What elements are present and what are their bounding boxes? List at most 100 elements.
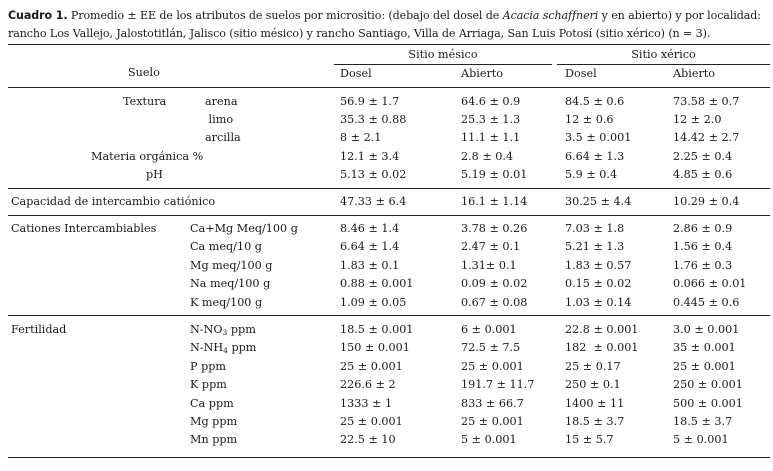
- cell-mesico-abierto: 3.78 ± 0.26: [461, 222, 528, 235]
- cell-mesico-abierto: 25 ± 0.001: [461, 360, 524, 373]
- cell-xerico-dosel: 22.8 ± 0.001: [565, 323, 639, 336]
- section-textura: Textura: [123, 95, 167, 108]
- section-ph: pH: [146, 168, 163, 181]
- row-label: arena: [205, 95, 238, 109]
- rule-after-cic: [8, 215, 770, 216]
- cell-xerico-abierto: 5 ± 0.001: [673, 433, 729, 446]
- row-label-subscript: 4: [223, 346, 228, 355]
- cell-xerico-abierto: 0.066 ± 0.01: [673, 277, 747, 290]
- cell-xerico-dosel: 25 ± 0.17: [565, 360, 621, 373]
- cell-mesico-dosel: 226.6 ± 2: [340, 378, 396, 391]
- row-label: N-NO3 ppm: [190, 323, 256, 337]
- row-label: N-NH4 ppm: [190, 341, 256, 355]
- rule-top: [8, 44, 770, 45]
- header-sitio-xerico: Sitio xérico: [631, 48, 696, 61]
- cell-mesico-abierto: 25.3 ± 1.3: [461, 113, 521, 126]
- cell-mesico-dosel: 1.09 ± 0.05: [340, 296, 407, 309]
- cell-xerico-abierto: 4.85 ± 0.6: [673, 168, 733, 181]
- cell-mesico-dosel: 150 ± 0.001: [340, 341, 410, 354]
- cell-xerico-dosel: 250 ± 0.1: [565, 378, 621, 391]
- cell-mesico-dosel: 1.83 ± 0.1: [340, 259, 400, 272]
- caption-text-2: y en abierto) y por localidad: rancho Lo…: [8, 9, 761, 40]
- cell-mesico-abierto: 2.47 ± 0.1: [461, 240, 521, 253]
- row-label: P ppm: [190, 360, 226, 374]
- header-mesico-abierto: Abierto: [461, 67, 504, 80]
- cell-xerico-abierto: 1.76 ± 0.3: [673, 259, 733, 272]
- row-label-text: K ppm: [190, 378, 227, 391]
- row-label: K ppm: [190, 378, 227, 392]
- row-label-text: Ca+Mg Meq/100 g: [190, 222, 298, 235]
- row-label-text: Mn ppm: [190, 433, 238, 446]
- row-label: limo: [205, 113, 234, 127]
- cell-mesico-abierto: 5 ± 0.001: [461, 433, 517, 446]
- row-label-text: Mg meq/100 g: [190, 259, 273, 272]
- cell-xerico-abierto: 35 ± 0.001: [673, 341, 736, 354]
- cell-xerico-dosel: 0.15 ± 0.02: [565, 277, 632, 290]
- row-label: Mg meq/100 g: [190, 259, 272, 273]
- cell-mesico-dosel: 12.1 ± 3.4: [340, 150, 400, 163]
- table-caption: Cuadro 1. Promedio ± EE de los atributos…: [8, 7, 768, 42]
- row-label-text: arcilla: [205, 131, 241, 144]
- cell-mesico-dosel: 18.5 ± 0.001: [340, 323, 414, 336]
- cell-mesico-dosel: 5.13 ± 0.02: [340, 168, 407, 181]
- rule-bottom: [8, 457, 770, 458]
- cell-mesico-abierto: 1.31± 0.1: [461, 259, 517, 272]
- cell-xerico-dosel: 1.83 ± 0.57: [565, 259, 632, 272]
- header-suelo: Suelo: [128, 66, 160, 79]
- row-label-text: K meq/100 g: [190, 296, 263, 309]
- cell-mesico-dosel: 1333 ± 1: [340, 397, 393, 410]
- rule-xerico: [557, 64, 770, 65]
- header-mesico-dosel: Dosel: [340, 67, 372, 80]
- cell-xerico-dosel: 5.9 ± 0.4: [565, 168, 618, 181]
- cell-xerico-abierto: 12 ± 2.0: [673, 113, 722, 126]
- cell-mesico-abierto: 72.5 ± 7.5: [461, 341, 521, 354]
- row-label: Ca meq/10 g: [190, 240, 262, 254]
- row-label: Ca ppm: [190, 397, 234, 411]
- cell-xerico-dosel: 30.25 ± 4.4: [565, 195, 632, 208]
- row-label: Na meq/100 g: [190, 277, 270, 291]
- row-label-text: N-NO: [190, 323, 223, 336]
- cell-xerico-abierto: 18.5 ± 3.7: [673, 415, 733, 428]
- row-label-text: Ca ppm: [190, 397, 234, 410]
- rule-after-cationes: [8, 315, 770, 316]
- cell-xerico-dosel: 5.21 ± 1.3: [565, 240, 625, 253]
- rule-header-bottom: [8, 87, 770, 88]
- section-cationes: Cationes Intercambiables: [11, 222, 157, 235]
- row-label: Ca+Mg Meq/100 g: [190, 222, 298, 236]
- cell-xerico-abierto: 500 ± 0.001: [673, 397, 743, 410]
- cell-xerico-dosel: 6.64 ± 1.3: [565, 150, 625, 163]
- cell-mesico-abierto: 5.19 ± 0.01: [461, 168, 528, 181]
- header-xerico-dosel: Dosel: [565, 67, 597, 80]
- cell-mesico-abierto: 191.7 ± 11.7: [461, 378, 535, 391]
- cell-mesico-abierto: 833 ± 66.7: [461, 397, 524, 410]
- cell-mesico-abierto: 6 ± 0.001: [461, 323, 517, 336]
- row-label-text: Ca meq/10 g: [190, 240, 262, 253]
- cell-xerico-abierto: 73.58 ± 0.7: [673, 95, 740, 108]
- row-label-unit: ppm: [227, 323, 256, 336]
- cell-mesico-dosel: 6.64 ± 1.4: [340, 240, 400, 253]
- cell-xerico-abierto: 250 ± 0.001: [673, 378, 743, 391]
- row-label: K meq/100 g: [190, 296, 262, 310]
- cell-mesico-dosel: 8 ± 2.1: [340, 131, 382, 144]
- cell-xerico-abierto: 10.29 ± 0.4: [673, 195, 740, 208]
- cell-xerico-dosel: 84.5 ± 0.6: [565, 95, 625, 108]
- cell-mesico-dosel: 22.5 ± 10: [340, 433, 396, 446]
- cell-mesico-dosel: 35.3 ± 0.88: [340, 113, 407, 126]
- cell-mesico-abierto: 64.6 ± 0.9: [461, 95, 521, 108]
- cell-mesico-abierto: 0.67 ± 0.08: [461, 296, 528, 309]
- row-label-text: P ppm: [190, 360, 227, 373]
- row-label-text: Na meq/100 g: [190, 277, 271, 290]
- cell-mesico-dosel: 25 ± 0.001: [340, 360, 403, 373]
- row-label: arcilla: [205, 131, 241, 145]
- cell-xerico-dosel: 12 ± 0.6: [565, 113, 614, 126]
- cell-xerico-dosel: 3.5 ± 0.001: [565, 131, 632, 144]
- rule-after-ph: [8, 188, 770, 189]
- cell-xerico-dosel: 1400 ± 11: [565, 397, 625, 410]
- cell-xerico-dosel: 18.5 ± 3.7: [565, 415, 625, 428]
- row-label-text: arena: [205, 95, 238, 108]
- row-label-text: Mg ppm: [190, 415, 238, 428]
- row-label-unit: ppm: [227, 341, 257, 354]
- cell-xerico-abierto: 25 ± 0.001: [673, 360, 736, 373]
- cell-mesico-abierto: 0.09 ± 0.02: [461, 277, 528, 290]
- section-fertilidad: Fertilidad: [11, 323, 67, 336]
